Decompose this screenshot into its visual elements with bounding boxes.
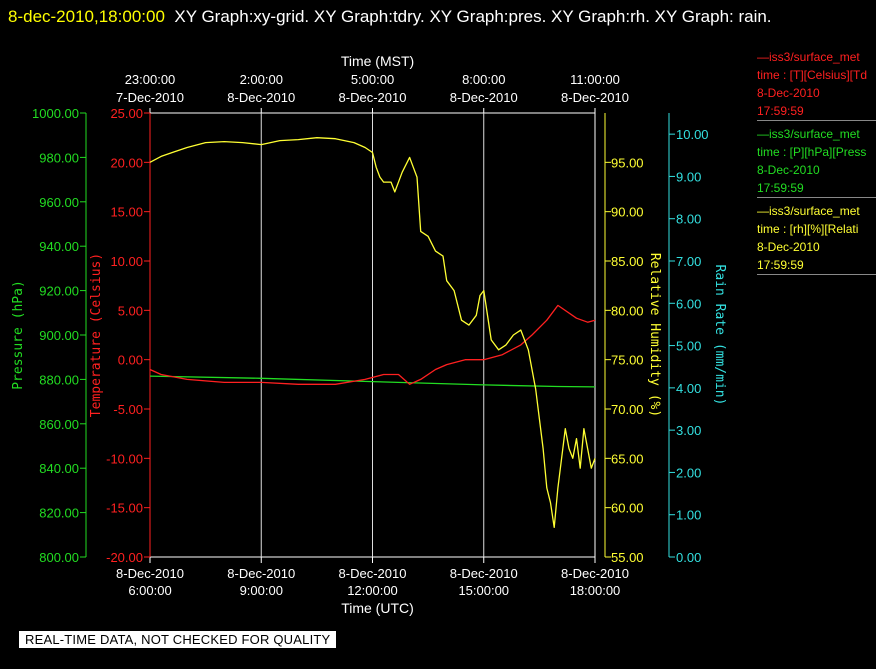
pressure-tick-label: 980.00: [39, 150, 79, 165]
legend-time: 17:59:59: [757, 104, 804, 118]
rain-axis-title: Rain Rate (mm/min): [712, 265, 727, 406]
top-tick-label-date: 8-Dec-2010: [227, 90, 295, 105]
legend-name: —iss3/surface_met: [757, 204, 860, 218]
temperature-axis-title: Temperature (Celsius): [89, 253, 104, 417]
legend-date: 8-Dec-2010: [757, 240, 820, 254]
rain-tick-label: 2.00: [676, 465, 701, 480]
header-titles: XY Graph:xy-grid. XY Graph:tdry. XY Grap…: [174, 7, 772, 26]
top-axis-title: Time (MST): [341, 53, 414, 69]
rain-tick-label: 0.00: [676, 550, 701, 565]
legend-time: 17:59:59: [757, 181, 804, 195]
header-date: 8-dec-2010,18:00:00: [8, 7, 165, 26]
top-tick-label-date: 7-Dec-2010: [116, 90, 184, 105]
x-tick-label-time: 6:00:00: [128, 583, 171, 598]
legend-name: —iss3/surface_met: [757, 50, 860, 64]
rh-tick-label: 85.00: [611, 254, 644, 269]
pressure-tick-label: 900.00: [39, 328, 79, 343]
pressure-tick-label: 920.00: [39, 284, 79, 299]
x-tick-label-date: 8-Dec-2010: [227, 566, 295, 581]
rh-tick-label: 60.00: [611, 501, 644, 516]
top-tick-label-time: 23:00:00: [125, 72, 176, 87]
rh-axis-title: Relative Humidity (%): [647, 253, 662, 417]
legend-units: time : [P][hPa][Press: [757, 145, 867, 159]
temperature-tick-label: -20.00: [106, 550, 143, 565]
series-line-temperature: [149, 304, 596, 385]
rh-tick-label: 90.00: [611, 205, 644, 220]
pressure-axis-title: Pressure (hPa): [11, 280, 26, 390]
rh-tick-label: 55.00: [611, 550, 644, 565]
x-tick-label-date: 8-Dec-2010: [561, 566, 629, 581]
temperature-tick-label: -15.00: [106, 501, 143, 516]
pressure-tick-label: 960.00: [39, 195, 79, 210]
temperature-tick-label: 25.00: [110, 106, 143, 121]
x-tick-label-date: 8-Dec-2010: [450, 566, 518, 581]
legend-entry-temperature[interactable]: —iss3/surface_met time : [T][Celsius][Td…: [757, 48, 876, 121]
x-tick-label-time: 9:00:00: [240, 583, 283, 598]
legend-entry-pressure[interactable]: —iss3/surface_met time : [P][hPa][Press …: [757, 125, 876, 198]
pressure-tick-label: 940.00: [39, 239, 79, 254]
top-tick-label-date: 8-Dec-2010: [561, 90, 629, 105]
rain-tick-label: 7.00: [676, 254, 701, 269]
temperature-tick-label: 0.00: [118, 353, 143, 368]
rain-tick-label: 10.00: [676, 127, 709, 142]
top-tick-label-time: 11:00:00: [570, 72, 620, 87]
quality-notice: REAL-TIME DATA, NOT CHECKED FOR QUALITY: [19, 631, 337, 648]
series-line-pressure: [149, 375, 596, 388]
x-tick-label-time: 18:00:00: [570, 583, 621, 598]
legend-units: time : [rh][%][Relati: [757, 222, 859, 236]
temperature-tick-label: 20.00: [110, 155, 143, 170]
rh-tick-label: 70.00: [611, 402, 644, 417]
legend-entry-rh[interactable]: —iss3/surface_met time : [rh][%][Relati …: [757, 202, 876, 275]
x-tick-label-date: 8-Dec-2010: [339, 566, 407, 581]
legend-time: 17:59:59: [757, 258, 804, 272]
rh-tick-label: 75.00: [611, 353, 644, 368]
pressure-tick-label: 1000.00: [32, 106, 79, 121]
legend-date: 8-Dec-2010: [757, 163, 820, 177]
rain-tick-label: 8.00: [676, 212, 701, 227]
rain-tick-label: 3.00: [676, 423, 701, 438]
page-header: 8-dec-2010,18:00:00 XY Graph:xy-grid. XY…: [8, 2, 868, 32]
temperature-tick-label: -5.00: [113, 402, 143, 417]
top-tick-label-time: 2:00:00: [240, 72, 283, 87]
pressure-tick-label: 820.00: [39, 506, 79, 521]
temperature-tick-label: -10.00: [106, 451, 143, 466]
rh-tick-label: 95.00: [611, 155, 644, 170]
rain-tick-label: 6.00: [676, 296, 701, 311]
top-tick-label-date: 8-Dec-2010: [450, 90, 518, 105]
rh-tick-label: 80.00: [611, 303, 644, 318]
rain-tick-label: 9.00: [676, 169, 701, 184]
legend-date: 8-Dec-2010: [757, 86, 820, 100]
x-tick-label-time: 15:00:00: [458, 583, 509, 598]
temperature-tick-label: 15.00: [110, 205, 143, 220]
series-line-relative-humidity: [149, 137, 596, 529]
top-tick-label-date: 8-Dec-2010: [339, 90, 407, 105]
x-tick-label-time: 12:00:00: [347, 583, 398, 598]
pressure-tick-label: 840.00: [39, 461, 79, 476]
rh-tick-label: 65.00: [611, 451, 644, 466]
rain-tick-label: 4.00: [676, 381, 701, 396]
legend-units: time : [T][Celsius][Td: [757, 68, 868, 82]
pressure-tick-label: 880.00: [39, 372, 79, 387]
temperature-tick-label: 10.00: [110, 254, 143, 269]
temperature-tick-label: 5.00: [118, 303, 143, 318]
top-tick-label-time: 8:00:00: [462, 72, 505, 87]
legend: —iss3/surface_met time : [T][Celsius][Td…: [757, 48, 876, 279]
rain-tick-label: 1.00: [676, 508, 701, 523]
top-tick-label-time: 5:00:00: [351, 72, 394, 87]
pressure-tick-label: 800.00: [39, 550, 79, 565]
x-axis-title: Time (UTC): [341, 600, 414, 616]
pressure-tick-label: 860.00: [39, 417, 79, 432]
rain-tick-label: 5.00: [676, 339, 701, 354]
legend-name: —iss3/surface_met: [757, 127, 860, 141]
x-tick-label-date: 8-Dec-2010: [116, 566, 184, 581]
